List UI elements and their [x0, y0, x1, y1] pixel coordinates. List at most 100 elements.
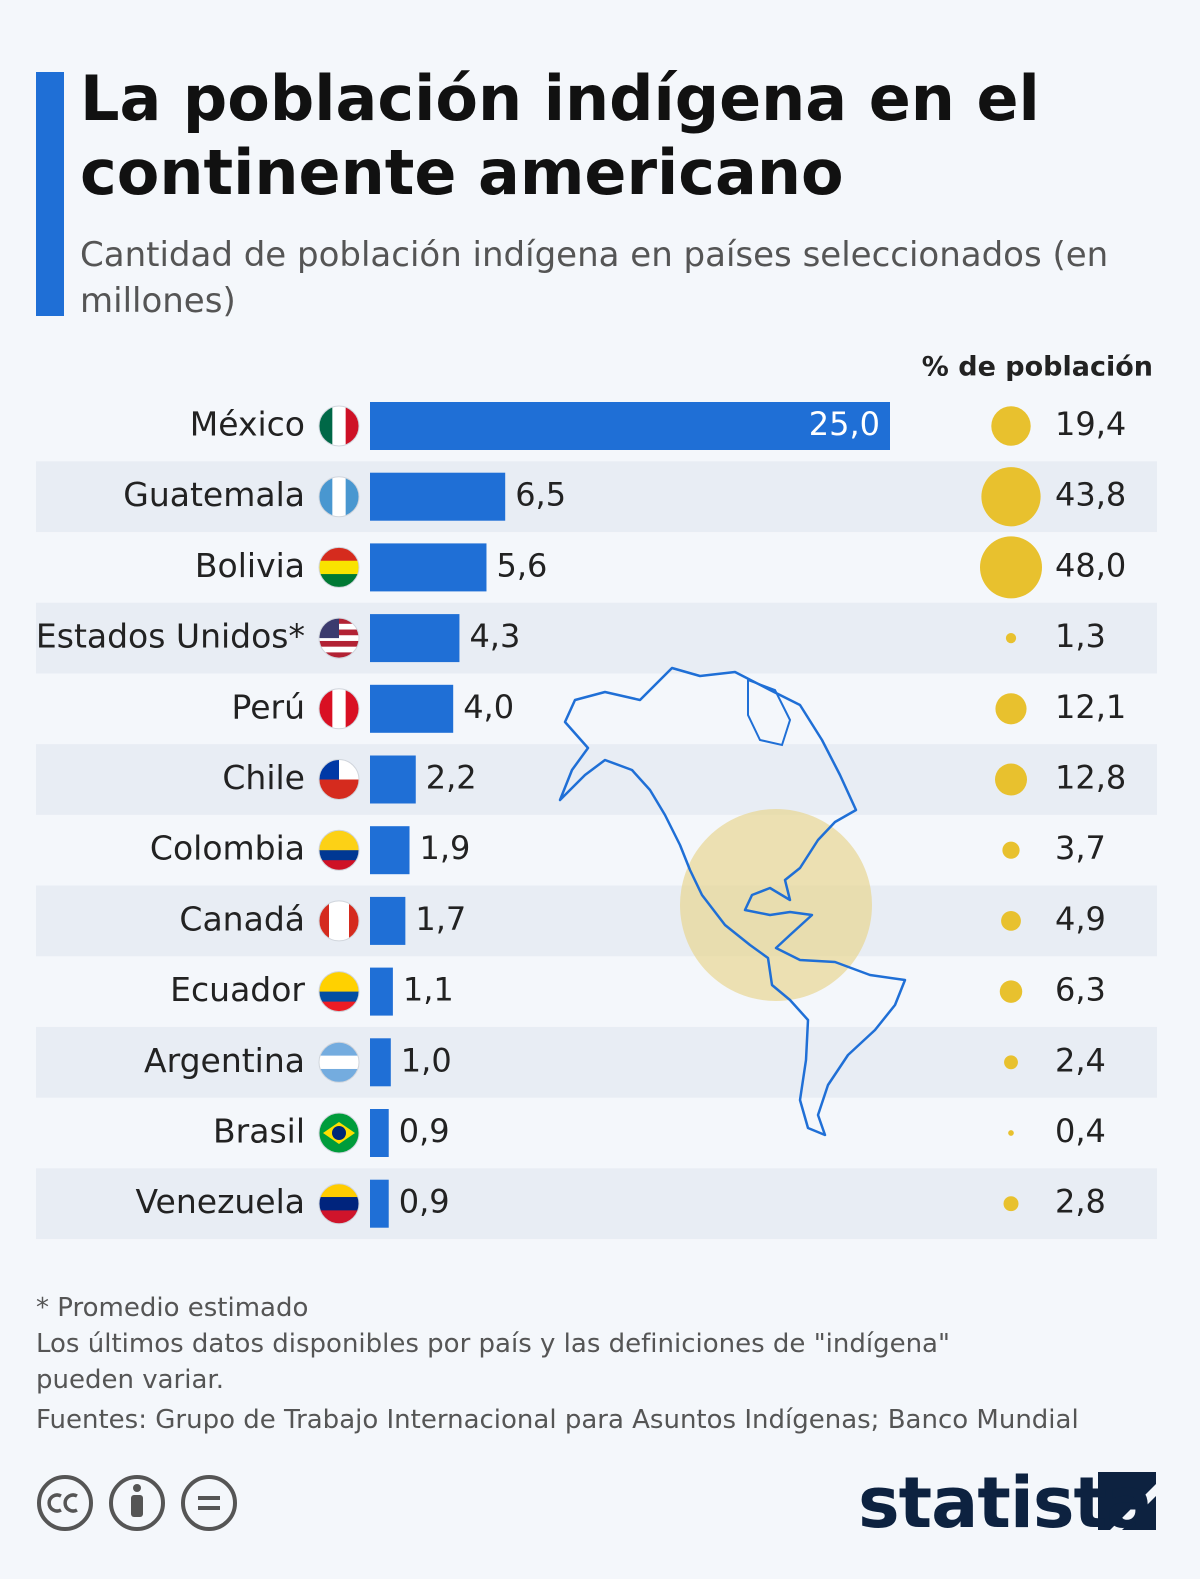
flag-ring	[318, 405, 360, 447]
flag-stripe	[319, 1042, 359, 1057]
category-label: Chile	[222, 758, 305, 797]
pct-label: 2,8	[1055, 1183, 1106, 1221]
bar	[370, 755, 416, 804]
category-label: Guatemala	[123, 475, 305, 514]
category-label: Colombia	[150, 829, 305, 868]
flag-stripe	[319, 779, 359, 800]
value-label: 25,0	[809, 405, 880, 443]
bar	[370, 472, 506, 521]
pct-bubble	[1003, 1196, 1019, 1212]
flag-ring	[318, 617, 360, 659]
flag-globe	[332, 1126, 346, 1140]
bar	[370, 896, 406, 945]
pct-bubble	[981, 467, 1041, 527]
brand-logo: statista	[858, 1462, 1153, 1544]
licence-icon	[181, 1475, 237, 1531]
flag	[319, 688, 359, 729]
flag-ring	[318, 688, 360, 730]
flag-stripe	[319, 1197, 359, 1211]
flag	[319, 476, 359, 517]
licence-icon	[109, 1475, 165, 1531]
category-label: Ecuador	[170, 970, 305, 1009]
pct-label: 2,4	[1055, 1041, 1106, 1079]
category-label: Perú	[231, 687, 305, 726]
bar	[370, 1109, 389, 1157]
value-label: 4,0	[463, 688, 514, 726]
row-band	[36, 744, 1157, 815]
pct-bubble	[1001, 910, 1021, 931]
flag-stripe	[319, 900, 330, 941]
pct-label: 3,7	[1055, 829, 1106, 867]
bar	[370, 1179, 389, 1228]
pct-label: 19,4	[1055, 405, 1126, 443]
chart-subtitle: Cantidad de población indígena en países…	[80, 235, 1109, 321]
flag-stripe	[319, 547, 359, 562]
flag-stripe	[319, 574, 359, 588]
pct-label: 0,4	[1055, 1112, 1106, 1150]
pct-bubble	[980, 536, 1042, 599]
value-label: 4,3	[469, 617, 520, 655]
bar	[370, 614, 460, 663]
flag-ring	[318, 546, 360, 588]
row-band	[36, 602, 1157, 674]
category-label: Canadá	[179, 899, 305, 938]
flag-ring	[318, 1112, 360, 1154]
flag-stripe	[319, 1001, 359, 1012]
footnote: Los últimos datos disponibles por país y…	[36, 1329, 950, 1395]
chart-title: La población indígena en el continente a…	[80, 62, 1040, 209]
category-label: Estados Unidos*	[36, 617, 305, 656]
category-label: Brasil	[213, 1112, 305, 1151]
flag-stripe	[339, 900, 350, 941]
flag	[319, 1183, 359, 1224]
pct-bubble	[999, 980, 1023, 1003]
bar	[370, 1038, 391, 1087]
licence-glyph	[198, 1506, 220, 1510]
brand-mark	[1098, 1472, 1156, 1530]
flag-stripe	[349, 900, 359, 941]
flag-stripe	[329, 900, 340, 941]
flag	[319, 830, 359, 871]
pct-label: 1,3	[1055, 617, 1106, 655]
flag-stripe	[319, 860, 359, 871]
flag-stripe	[319, 635, 359, 642]
pct-label: 6,3	[1055, 971, 1106, 1009]
flag-stripe	[345, 476, 359, 517]
row-band	[36, 1026, 1157, 1098]
bar	[370, 826, 410, 875]
pct-label: 12,8	[1055, 759, 1126, 797]
flag-stripe	[319, 830, 359, 841]
category-label: Bolivia	[195, 546, 305, 585]
flag-stripe	[332, 688, 347, 729]
flag-stripe	[319, 1068, 359, 1083]
pct-label: 48,0	[1055, 546, 1126, 584]
flag-ring	[318, 759, 360, 800]
map-highlight	[680, 809, 872, 1001]
bar	[370, 967, 393, 1016]
pct-bubble	[995, 693, 1027, 725]
bar	[370, 543, 487, 592]
value-label: 0,9	[399, 1112, 450, 1150]
flag	[319, 759, 359, 800]
map-outline	[558, 666, 907, 1137]
value-label: 2,2	[426, 759, 477, 797]
flag-stripe	[345, 406, 359, 446]
flag-stripe	[319, 560, 359, 575]
category-label: México	[190, 405, 305, 444]
flag-stripe	[319, 981, 359, 993]
map-outline	[747, 678, 792, 747]
value-label: 5,6	[496, 546, 547, 584]
flag-stripe	[319, 1055, 359, 1070]
flag-ring	[318, 1041, 360, 1083]
flag-stripe	[319, 1210, 359, 1224]
flag-stripe	[319, 991, 359, 1003]
flag-ring	[318, 829, 360, 871]
flag-stripe	[332, 476, 347, 517]
flag-ring	[318, 476, 360, 518]
flag-stripe	[319, 1183, 359, 1198]
pct-label: 12,1	[1055, 688, 1126, 726]
flag	[319, 1113, 359, 1153]
pct-bubble	[1005, 632, 1017, 644]
flag-stripe	[319, 652, 359, 659]
licence-glyph	[131, 1495, 143, 1517]
flag-ring	[318, 1183, 360, 1225]
